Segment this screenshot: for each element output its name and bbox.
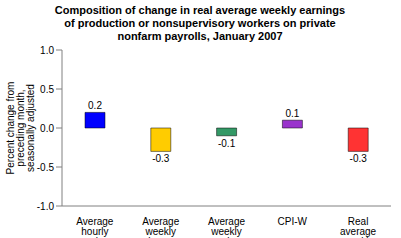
html-text:Composition of change in real: Composition of change in real average we… [54,4,346,42]
svg-text:-1.0: -1.0 [37,201,55,212]
svg-text:0.1: 0.1 [285,108,299,119]
svg-text:Averageweeklyhours: Averageweeklyhours [142,216,180,238]
svg-text:0.2: 0.2 [88,100,102,111]
svg-text:Averagehourlyearnings: Averagehourlyearnings [76,216,114,238]
svg-text:0.0: 0.0 [40,123,54,134]
svg-text:-0.3: -0.3 [350,153,368,164]
svg-text:1.0: 1.0 [40,45,54,56]
svg-text:CPI-W: CPI-W [278,216,308,227]
svg-text:-0.1: -0.1 [218,138,236,149]
svg-text:-0.5: -0.5 [37,162,55,173]
svg-text:0.5: 0.5 [40,84,54,95]
svg-text:Percent change frompreceding m: Percent change frompreceding month,seaso… [8,82,36,175]
svg-text:Realaverageweeklyearnings: Realaverageweeklyearnings [339,216,377,238]
svg-text:-0.3: -0.3 [152,153,170,164]
svg-text:Averageweeklyearnings: Averageweeklyearnings [207,216,245,238]
